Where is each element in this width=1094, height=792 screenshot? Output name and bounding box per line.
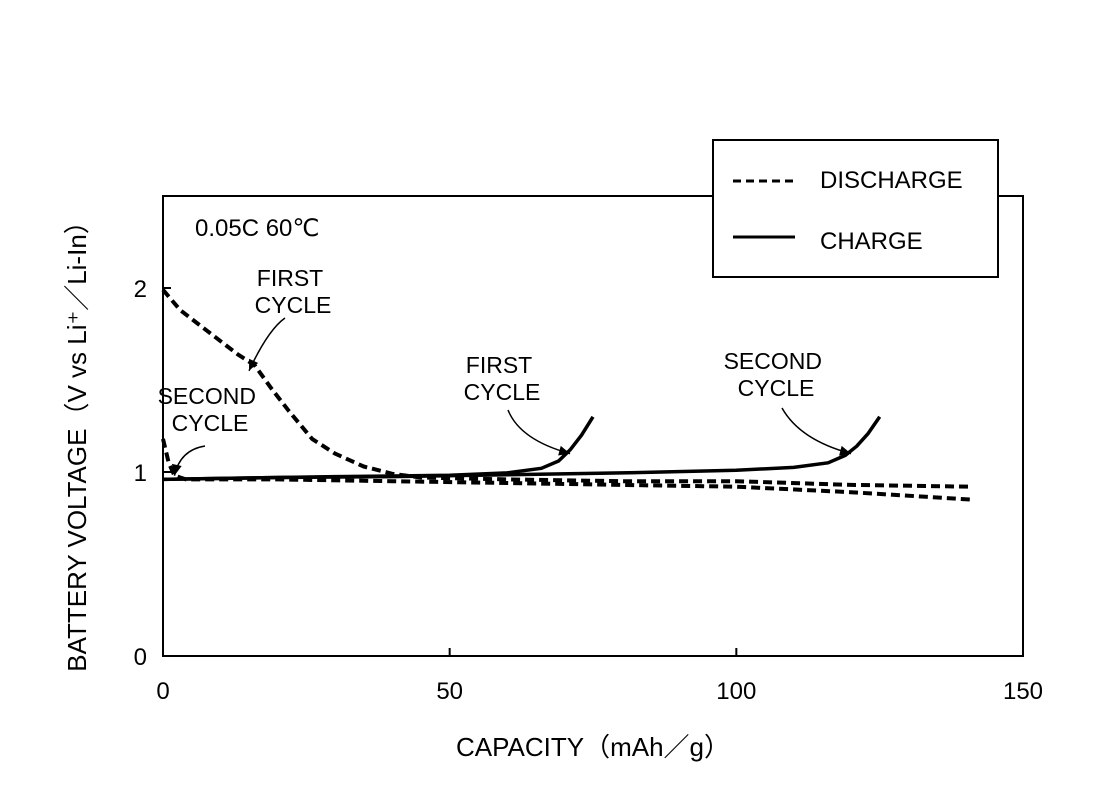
annotation-arrow-1 — [173, 445, 206, 476]
y-tick-label: 0 — [134, 644, 147, 671]
series-line-1 — [161, 438, 972, 502]
annotation-second-discharge: SECOND CYCLE — [158, 383, 263, 436]
annotation-line: FIRST — [257, 265, 323, 291]
y-axis-title: BATTERY VOLTAGE（V vs Li⁺／Li-In） — [62, 208, 92, 672]
series-line-3 — [162, 415, 882, 482]
annotation-arrowhead-1 — [171, 463, 182, 476]
plot-frame — [162, 195, 1024, 657]
annotation-line: CYCLE — [464, 379, 541, 405]
annotation-line: CYCLE — [172, 410, 249, 436]
annotation-line: CYCLE — [255, 292, 332, 318]
legend-box — [712, 139, 999, 278]
x-axis-title: CAPACITY（mAh／g） — [456, 732, 730, 762]
annotation-first-charge: FIRST CYCLE — [464, 352, 541, 405]
y-tick-label: 1 — [134, 460, 147, 487]
axis-ticks: 0 50 100 150 0 1 2 — [134, 276, 1043, 705]
condition-label: 0.05C 60℃ — [195, 215, 319, 242]
x-tick-label: 150 — [1003, 678, 1043, 705]
annotation-arrow-3 — [781, 407, 852, 455]
annotation-line: SECOND — [158, 383, 256, 409]
series-line-0 — [161, 288, 972, 489]
x-tick-label: 50 — [436, 678, 463, 705]
annotation-first-discharge: FIRST CYCLE — [255, 265, 332, 318]
annotation-arrowhead-2 — [558, 445, 571, 456]
annotation-line: SECOND — [724, 348, 822, 374]
annotation-arrowhead-0 — [249, 358, 259, 371]
x-tick-label: 0 — [156, 678, 169, 705]
annotation-arrows — [171, 317, 852, 476]
annotation-arrowhead-3 — [839, 445, 851, 456]
annotation-second-charge: SECOND CYCLE — [724, 348, 829, 401]
series-layer — [161, 288, 972, 502]
y-tick-label: 2 — [134, 276, 147, 303]
legend-label-charge: CHARGE — [820, 228, 923, 255]
legend-label-discharge: DISCHARGE — [820, 167, 963, 194]
annotation-line: FIRST — [466, 352, 532, 378]
annotation-line: CYCLE — [738, 375, 815, 401]
x-tick-label: 100 — [716, 678, 756, 705]
